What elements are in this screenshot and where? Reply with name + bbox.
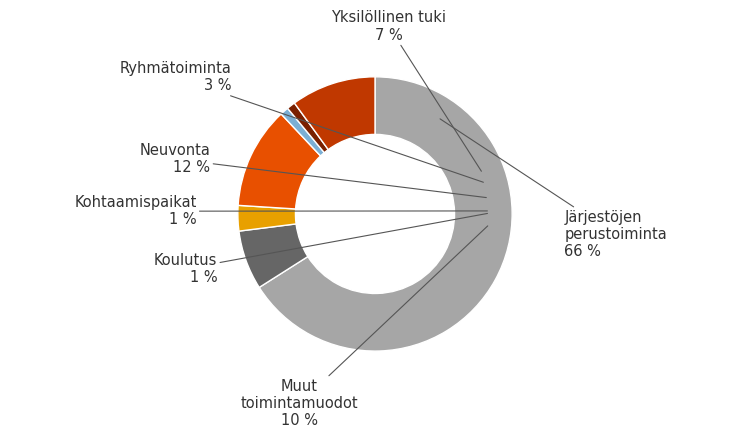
Text: Yksilöllinen tuki
7 %: Yksilöllinen tuki 7 %: [332, 10, 482, 171]
Wedge shape: [239, 224, 308, 287]
Wedge shape: [238, 205, 296, 231]
Text: Kohtaamispaikat
1 %: Kohtaamispaikat 1 %: [74, 195, 488, 228]
Wedge shape: [287, 103, 328, 153]
Text: Muut
toimintamuodot
10 %: Muut toimintamuodot 10 %: [241, 226, 488, 428]
Wedge shape: [295, 77, 375, 150]
Wedge shape: [238, 114, 320, 209]
Text: Järjestöjen
perustoiminta
66 %: Järjestöjen perustoiminta 66 %: [440, 119, 667, 259]
Wedge shape: [281, 108, 324, 156]
Text: Neuvonta
12 %: Neuvonta 12 %: [140, 143, 486, 198]
Text: Koulutus
1 %: Koulutus 1 %: [154, 214, 488, 285]
Text: Ryhmätoiminta
3 %: Ryhmätoiminta 3 %: [119, 61, 483, 182]
Wedge shape: [260, 77, 512, 351]
